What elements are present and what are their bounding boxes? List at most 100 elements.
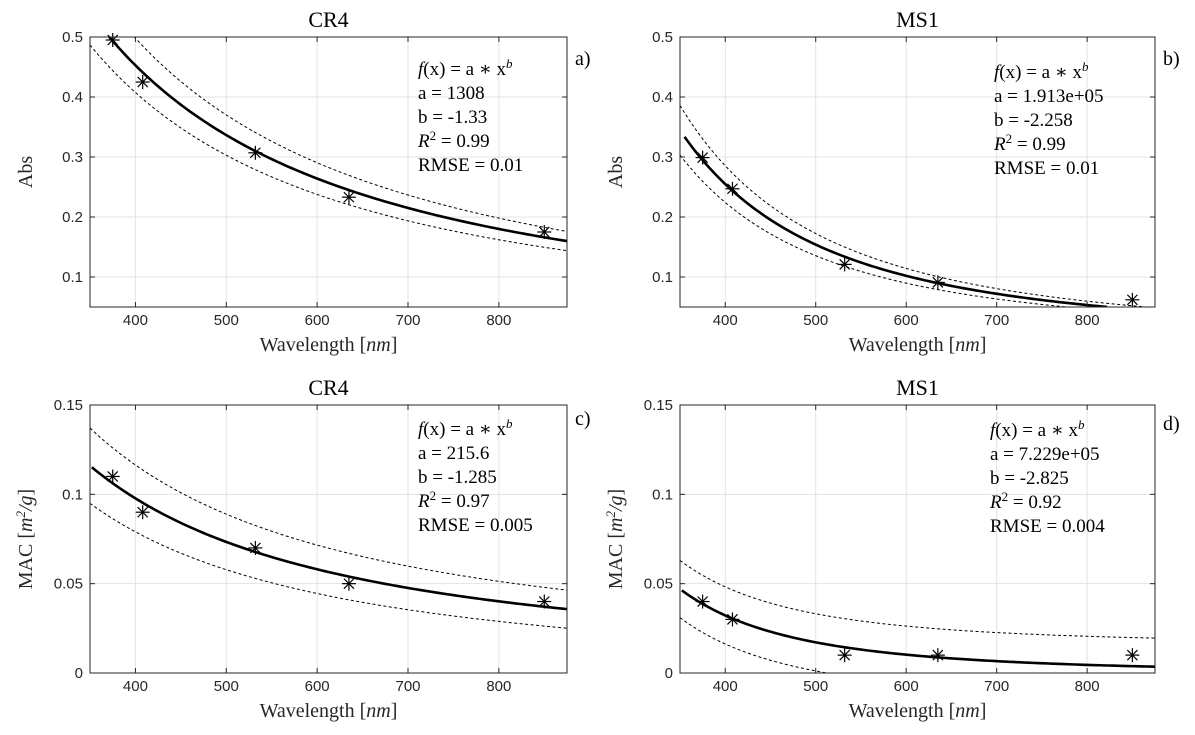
x-tick-label: 700 — [984, 678, 1009, 695]
x-tick-label: 500 — [214, 678, 239, 695]
x-axis-label: Wavelength [nm] — [260, 334, 398, 356]
x-tick-label: 800 — [1075, 678, 1100, 695]
rmse-line: RMSE = 0.005 — [418, 515, 533, 536]
data-point — [1125, 292, 1140, 307]
data-point — [135, 75, 150, 89]
formula-line: f(x) = a ∗ xb — [418, 56, 513, 81]
lower-bound-line — [680, 617, 830, 673]
y-tick-label: 0.1 — [652, 269, 673, 286]
panel-tag: c) — [575, 408, 591, 430]
y-tick-label: 0.2 — [652, 209, 673, 226]
y-tick-label: 0.4 — [62, 89, 83, 106]
param-a-line: a = 7.229e+05 — [990, 444, 1100, 465]
curves — [90, 37, 567, 252]
data-point — [105, 469, 120, 484]
chart-title: CR4 — [308, 375, 348, 400]
param-a-line: a = 215.6 — [418, 443, 489, 464]
y-tick-label: 0.4 — [652, 89, 673, 106]
formula-line: f(x) = a ∗ xb — [418, 416, 513, 441]
x-tick-label: 800 — [486, 312, 511, 329]
data-point — [105, 33, 120, 47]
fit-line — [90, 466, 567, 611]
data-point — [695, 594, 710, 609]
data-point — [341, 190, 356, 205]
y-axis-label: Abs — [15, 156, 37, 188]
rmse-line: RMSE = 0.004 — [990, 516, 1105, 537]
param-a-line: a = 1.913e+05 — [994, 86, 1104, 107]
upper-bound-line — [133, 37, 567, 232]
data-point — [537, 225, 552, 239]
data-point — [537, 594, 552, 609]
fit-line — [681, 589, 1155, 668]
y-tick-label: 0 — [75, 665, 83, 682]
x-tick-label: 600 — [894, 312, 919, 329]
y-tick-label: 0.1 — [62, 269, 83, 286]
param-b-line: b = -1.285 — [418, 467, 497, 488]
plot-area — [680, 37, 1155, 307]
x-tick-label: 400 — [123, 312, 148, 329]
lower-bound-line — [90, 44, 567, 252]
data-point — [695, 150, 710, 165]
r-squared-line: R2 = 0.99 — [993, 131, 1066, 156]
plot-area — [90, 37, 567, 307]
plot-area — [90, 405, 567, 673]
y-tick-label: 0 — [665, 665, 673, 682]
r-squared-line: R2 = 0.97 — [417, 488, 490, 513]
fit-line — [107, 37, 567, 243]
y-tick-label: 0.2 — [62, 209, 83, 226]
x-tick-label: 600 — [305, 678, 330, 695]
param-a-line: a = 1308 — [418, 83, 485, 104]
y-tick-label: 0.05 — [644, 576, 673, 593]
y-tick-label: 0.1 — [62, 486, 83, 503]
x-tick-label: 800 — [486, 678, 511, 695]
x-tick-label: 500 — [803, 312, 828, 329]
curves — [680, 105, 1152, 307]
y-tick-label: 0.15 — [644, 397, 673, 414]
chart-panel-4: 400 500 600 700 800 0 0.05 0.1 0.15 MS1 Wavelength… — [603, 375, 1180, 722]
formula-line: f(x) = a ∗ xb — [994, 59, 1089, 84]
y-axis-label: MAC [m2/g] — [13, 489, 38, 589]
y-tick-label: 0.3 — [62, 149, 83, 166]
data-point — [248, 540, 263, 555]
y-tick-label: 0.05 — [54, 576, 83, 593]
upper-bound-line — [680, 105, 1152, 307]
x-tick-label: 500 — [803, 678, 828, 695]
data-point — [1125, 648, 1140, 663]
param-b-line: b = -2.825 — [990, 468, 1069, 489]
x-tick-label: 600 — [305, 312, 330, 329]
data-point — [248, 145, 263, 160]
panel-tag: d) — [1163, 413, 1180, 435]
x-tick-label: 700 — [984, 312, 1009, 329]
chart-title: MS1 — [896, 7, 939, 32]
data-point — [837, 648, 852, 663]
x-axis-label: Wavelength [nm] — [849, 334, 987, 356]
data-point — [930, 648, 945, 663]
panel-tag: a) — [575, 48, 591, 70]
y-tick-label: 0.3 — [652, 149, 673, 166]
data-point — [725, 181, 740, 196]
r-squared-line: R2 = 0.99 — [417, 128, 490, 153]
param-b-line: b = -2.258 — [994, 110, 1073, 131]
upper-bound-line — [680, 560, 1155, 639]
x-tick-label: 400 — [123, 678, 148, 695]
x-axis-label: Wavelength [nm] — [849, 700, 987, 722]
x-tick-label: 800 — [1075, 312, 1100, 329]
fit-line — [683, 136, 1108, 307]
panel-tag: b) — [1163, 48, 1180, 70]
y-tick-label: 0.5 — [62, 29, 83, 46]
axes-box — [679, 36, 1156, 308]
x-tick-label: 600 — [894, 678, 919, 695]
x-tick-label: 500 — [214, 312, 239, 329]
lower-bound-line — [90, 502, 567, 629]
chart-title: CR4 — [308, 7, 348, 32]
x-tick-label: 700 — [395, 312, 420, 329]
chart-panel-3: 400 500 600 700 800 0 0.05 0.1 0.15 CR4 Wavelength… — [13, 375, 591, 722]
rmse-line: RMSE = 0.01 — [418, 155, 523, 176]
formula-line: f(x) = a ∗ xb — [990, 417, 1085, 442]
data-point — [837, 257, 852, 272]
chart-panel-1: 400 500 600 700 800 0.1 0.2 0.3 0.4 0.5 CR4 Wavelen… — [15, 7, 591, 356]
